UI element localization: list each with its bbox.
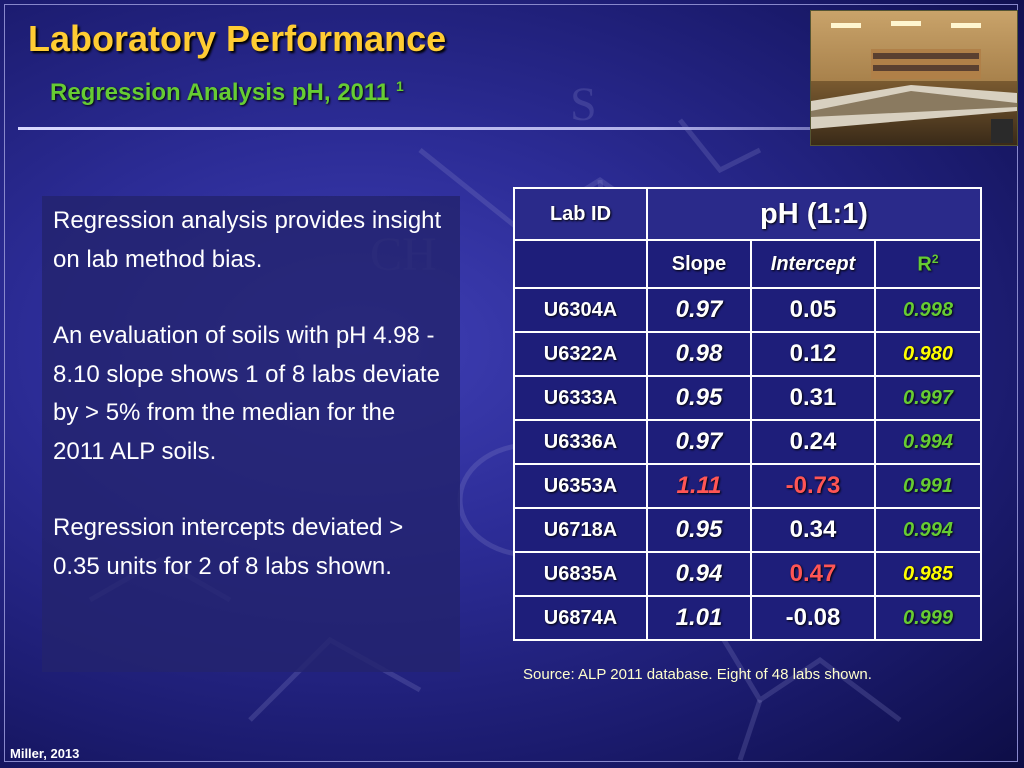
cell-lab-id: U6336A: [513, 419, 648, 465]
cell-slope: 0.98: [646, 331, 752, 377]
cell-lab-id: U6353A: [513, 463, 648, 509]
header-r2: R2: [874, 239, 982, 289]
cell-lab-id: U6333A: [513, 375, 648, 421]
cell-r2: 0.994: [874, 507, 982, 553]
cell-intercept: 0.31: [750, 375, 876, 421]
table-row: U6322A 0.98 0.12 0.980: [513, 331, 982, 377]
table-row: U6874A 1.01 -0.08 0.999: [513, 595, 982, 641]
header-empty: [513, 239, 648, 289]
cell-intercept: 0.24: [750, 419, 876, 465]
header-lab-id: Lab ID: [513, 187, 648, 241]
header-intercept: Intercept: [750, 239, 876, 289]
slide-title: Laboratory Performance: [28, 18, 447, 59]
cell-lab-id: U6322A: [513, 331, 648, 377]
explanation-panel: Regression analysis provides insight on …: [42, 196, 460, 672]
cell-r2: 0.997: [874, 375, 982, 421]
slide-frame: [4, 4, 1018, 762]
table-subheader-row: Slope Intercept R2: [513, 239, 982, 289]
header-ph-group: pH (1:1): [646, 187, 982, 241]
paragraph-regression-analysis: Regression analysis provides insight on …: [53, 207, 442, 273]
cell-intercept: 0.12: [750, 331, 876, 377]
cell-intercept: 0.05: [750, 287, 876, 333]
cell-slope: 0.97: [646, 419, 752, 465]
header-r2-sup: 2: [931, 251, 939, 266]
cell-r2: 0.985: [874, 551, 982, 597]
regression-table: Lab ID pH (1:1) Slope Intercept R2 U6304…: [513, 187, 982, 641]
table-row: U6333A 0.95 0.31 0.997: [513, 375, 982, 421]
subtitle-text: Regression Analysis pH, 2011: [50, 79, 390, 106]
table-row: U6718A 0.95 0.34 0.994: [513, 507, 982, 553]
table-row: U6353A 1.11 -0.73 0.991: [513, 463, 982, 509]
cell-lab-id: U6718A: [513, 507, 648, 553]
cell-slope: 1.01: [646, 595, 752, 641]
paragraph-slope-evaluation: An evaluation of soils with pH 4.98 - 8.…: [53, 322, 440, 465]
cell-intercept: -0.08: [750, 595, 876, 641]
cell-r2: 0.999: [874, 595, 982, 641]
header-slope: Slope: [646, 239, 752, 289]
table-header-row: Lab ID pH (1:1): [513, 187, 982, 241]
cell-slope: 0.95: [646, 507, 752, 553]
cell-r2: 0.980: [874, 331, 982, 377]
cell-intercept: 0.47: [750, 551, 876, 597]
table-row: U6835A 0.94 0.47 0.985: [513, 551, 982, 597]
paragraph-intercept-deviation: Regression intercepts deviated > 0.35 un…: [53, 514, 404, 580]
cell-r2: 0.998: [874, 287, 982, 333]
cell-intercept: 0.34: [750, 507, 876, 553]
slide-subtitle: Regression Analysis pH, 2011 1: [50, 78, 404, 107]
cell-slope: 0.94: [646, 551, 752, 597]
cell-lab-id: U6304A: [513, 287, 648, 333]
source-note: Source: ALP 2011 database. Eight of 48 l…: [523, 666, 872, 683]
cell-slope: 0.97: [646, 287, 752, 333]
cell-lab-id: U6835A: [513, 551, 648, 597]
svg-text:S: S: [570, 78, 597, 131]
cell-r2: 0.994: [874, 419, 982, 465]
cell-slope: 1.11: [646, 463, 752, 509]
header-r2-text: R: [917, 253, 932, 276]
table-row: U6336A 0.97 0.24 0.994: [513, 419, 982, 465]
cell-lab-id: U6874A: [513, 595, 648, 641]
lab-photo: [810, 10, 1018, 146]
table-row: U6304A 0.97 0.05 0.998: [513, 287, 982, 333]
title-divider: [18, 127, 814, 130]
subtitle-footnote-marker: 1: [395, 78, 404, 94]
lab-photo-image: [811, 11, 1017, 145]
cell-r2: 0.991: [874, 463, 982, 509]
author-credit: Miller, 2013: [10, 746, 80, 761]
cell-intercept: -0.73: [750, 463, 876, 509]
cell-slope: 0.95: [646, 375, 752, 421]
